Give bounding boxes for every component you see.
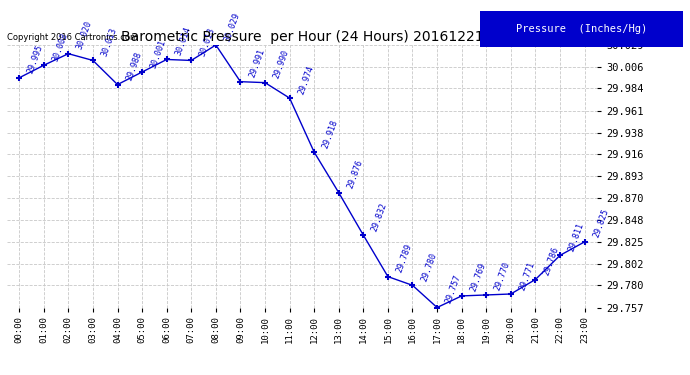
- Text: 29.918: 29.918: [321, 118, 340, 149]
- Text: 30.020: 30.020: [75, 20, 94, 51]
- Text: 29.990: 29.990: [272, 49, 290, 80]
- Text: 30.013: 30.013: [100, 26, 119, 58]
- Text: Pressure  (Inches/Hg): Pressure (Inches/Hg): [515, 24, 647, 34]
- Text: 29.780: 29.780: [420, 251, 438, 282]
- Title: Barometric Pressure  per Hour (24 Hours) 20161221: Barometric Pressure per Hour (24 Hours) …: [121, 30, 483, 44]
- Text: 29.825: 29.825: [591, 208, 610, 239]
- Text: 29.876: 29.876: [346, 159, 364, 190]
- Text: 29.974: 29.974: [297, 64, 315, 95]
- Text: 29.811: 29.811: [567, 221, 586, 253]
- Text: 29.757: 29.757: [444, 273, 463, 305]
- Text: 30.013: 30.013: [198, 26, 217, 58]
- Text: 30.008: 30.008: [51, 31, 70, 63]
- Text: 29.769: 29.769: [469, 262, 487, 293]
- Text: 29.789: 29.789: [395, 243, 413, 274]
- Text: 29.988: 29.988: [124, 51, 144, 82]
- Text: 29.991: 29.991: [248, 48, 266, 79]
- Text: 29.832: 29.832: [371, 201, 389, 232]
- Text: 30.029: 30.029: [223, 11, 241, 42]
- Text: 30.014: 30.014: [174, 26, 193, 57]
- Text: 29.995: 29.995: [26, 44, 45, 75]
- Text: Copyright 2016 Cartronics.com: Copyright 2016 Cartronics.com: [7, 33, 138, 42]
- Text: 29.770: 29.770: [493, 261, 512, 292]
- Text: 29.786: 29.786: [542, 246, 561, 277]
- Text: 30.001: 30.001: [149, 38, 168, 69]
- Text: 29.771: 29.771: [518, 260, 537, 291]
